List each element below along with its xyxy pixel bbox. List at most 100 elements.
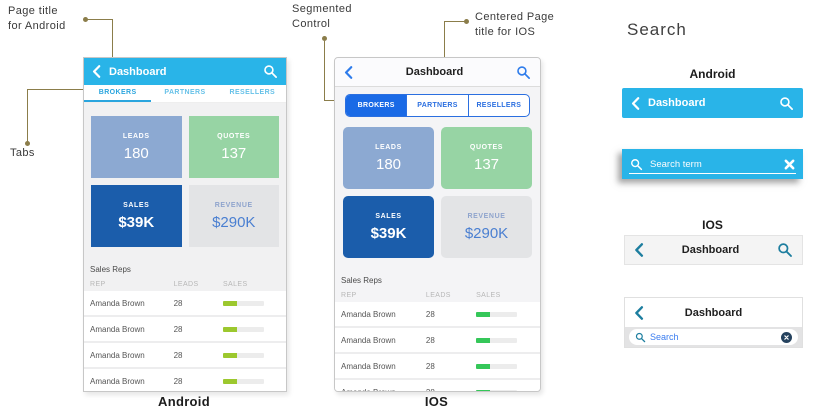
bar-title: Dashboard bbox=[648, 97, 706, 109]
connector-dot bbox=[464, 19, 469, 24]
tab-brokers[interactable]: BROKERS bbox=[84, 85, 152, 102]
search-icon[interactable] bbox=[779, 96, 794, 111]
segment-brokers[interactable]: BROKERS bbox=[346, 95, 407, 116]
tab-partners[interactable]: PARTNERS bbox=[164, 89, 206, 96]
clear-icon[interactable] bbox=[781, 331, 792, 343]
revenue-card[interactable]: REVENUE $290K bbox=[188, 185, 279, 247]
connector-line bbox=[444, 21, 445, 57]
leads-card[interactable]: LEADS 180 bbox=[91, 116, 182, 178]
page-title: Dashboard bbox=[109, 65, 167, 78]
rep-sales-bar bbox=[222, 352, 280, 358]
sales-reps-title: Sales Reps bbox=[341, 276, 382, 285]
card-value: $290K bbox=[464, 224, 509, 242]
column-sales: SALES bbox=[222, 281, 248, 288]
card-label: LEADS bbox=[375, 143, 402, 151]
connector-line bbox=[444, 21, 466, 22]
search-icon bbox=[630, 158, 643, 171]
ios-phone-mockup: Dashboard BROKERS PARTNERS RESELLERS LEA… bbox=[334, 57, 541, 392]
search-section-title: Search bbox=[627, 20, 687, 39]
table-row[interactable]: Amanda Brown 28 bbox=[335, 354, 540, 380]
rep-sales-bar bbox=[476, 389, 534, 391]
kpi-cards: LEADS 180 QUOTES 137 SALES $39K REVENUE … bbox=[84, 103, 286, 247]
ios-search-strip: Search bbox=[625, 327, 802, 347]
connector-dot bbox=[25, 141, 30, 146]
android-tab-bar: BROKERS PARTNERS RESELLERS bbox=[84, 85, 286, 103]
ios-search-navbar-example: Dashboard bbox=[624, 235, 803, 265]
rep-leads: 28 bbox=[425, 361, 435, 371]
card-label: REVENUE bbox=[214, 201, 253, 209]
rep-name: Amanda Brown bbox=[341, 309, 396, 319]
column-rep: REP bbox=[90, 281, 106, 288]
search-input[interactable]: Search bbox=[629, 329, 798, 345]
search-android-subtitle: Android bbox=[689, 67, 736, 81]
rep-name: Amanda Brown bbox=[90, 324, 145, 334]
connector-line bbox=[27, 89, 83, 90]
card-label: LEADS bbox=[122, 132, 150, 140]
rep-name: Amanda Brown bbox=[341, 387, 396, 392]
search-placeholder: Search bbox=[650, 332, 679, 342]
rep-sales-bar bbox=[222, 378, 280, 384]
table-row[interactable]: Amanda Brown 28 bbox=[84, 343, 286, 369]
android-search-field-example[interactable]: Search term bbox=[622, 149, 803, 179]
rep-leads: 28 bbox=[425, 335, 435, 345]
annotation-centered-title-ios: Centered Page title for IOS bbox=[475, 11, 555, 38]
card-value: 180 bbox=[123, 144, 149, 162]
android-phone-mockup: Dashboard BROKERS PARTNERS RESELLERS LEA… bbox=[83, 57, 287, 392]
table-row[interactable]: Amanda Brown 28 bbox=[335, 328, 540, 354]
connector-line bbox=[112, 19, 113, 57]
card-label: SALES bbox=[123, 201, 150, 209]
table-row[interactable]: Amanda Brown 28 bbox=[84, 291, 286, 317]
annotation-segmented-control: Segmented Control bbox=[292, 3, 352, 30]
connector-line bbox=[27, 89, 28, 142]
bar-title: Dashboard bbox=[681, 244, 740, 256]
table-row[interactable]: Amanda Brown 28 bbox=[84, 317, 286, 343]
table-header: REP LEADS SALES bbox=[335, 289, 540, 302]
tab-resellers[interactable]: RESELLERS bbox=[229, 89, 276, 96]
rep-sales-bar bbox=[476, 363, 534, 369]
rep-name: Amanda Brown bbox=[90, 350, 145, 360]
revenue-card[interactable]: REVENUE $290K bbox=[441, 196, 532, 258]
table-row[interactable]: Amanda Brown 28 bbox=[84, 369, 286, 391]
back-chevron-icon[interactable] bbox=[634, 243, 644, 257]
search-icon[interactable] bbox=[777, 242, 793, 258]
search-icon[interactable] bbox=[516, 65, 531, 80]
column-rep: REP bbox=[341, 292, 357, 299]
back-chevron-icon[interactable] bbox=[634, 305, 644, 320]
quotes-card[interactable]: QUOTES 137 bbox=[441, 127, 532, 189]
bar-title: Dashboard bbox=[684, 306, 743, 319]
segment-resellers[interactable]: RESELLERS bbox=[467, 95, 529, 116]
android-caption: Android bbox=[158, 394, 210, 409]
rep-leads: 28 bbox=[425, 387, 435, 392]
ios-navbar: Dashboard bbox=[625, 298, 802, 327]
segment-partners[interactable]: PARTNERS bbox=[406, 95, 467, 116]
rep-leads: 28 bbox=[425, 309, 435, 319]
ios-search-field-example: Dashboard Search bbox=[624, 297, 803, 348]
back-chevron-icon[interactable] bbox=[631, 96, 640, 110]
annotation-page-title-android: Page title for Android bbox=[8, 5, 66, 32]
table-row[interactable]: Amanda Brown 28 bbox=[335, 380, 540, 392]
rep-name: Amanda Brown bbox=[341, 361, 396, 371]
sales-card[interactable]: SALES $39K bbox=[91, 185, 182, 247]
card-value: 180 bbox=[375, 155, 402, 173]
back-chevron-icon[interactable] bbox=[92, 65, 101, 78]
card-value: 137 bbox=[221, 144, 247, 162]
segmented-control: BROKERS PARTNERS RESELLERS bbox=[345, 94, 530, 117]
column-leads: LEADS bbox=[173, 281, 199, 288]
search-input[interactable]: Search term bbox=[650, 158, 702, 170]
android-search-appbar-example: Dashboard bbox=[622, 88, 803, 118]
rep-leads: 28 bbox=[173, 350, 183, 360]
annotation-tabs: Tabs bbox=[10, 147, 35, 159]
search-icon[interactable] bbox=[263, 64, 278, 79]
card-label: REVENUE bbox=[467, 212, 506, 220]
sales-reps-title: Sales Reps bbox=[90, 265, 131, 274]
table-row[interactable]: Amanda Brown 28 bbox=[335, 302, 540, 328]
rep-sales-bar bbox=[476, 337, 534, 343]
quotes-card[interactable]: QUOTES 137 bbox=[188, 116, 279, 178]
sales-card[interactable]: SALES $39K bbox=[343, 196, 434, 258]
rep-name: Amanda Brown bbox=[90, 298, 145, 308]
clear-icon[interactable] bbox=[784, 159, 795, 170]
leads-card[interactable]: LEADS 180 bbox=[343, 127, 434, 189]
back-chevron-icon[interactable] bbox=[344, 65, 353, 79]
card-label: QUOTES bbox=[217, 132, 251, 140]
